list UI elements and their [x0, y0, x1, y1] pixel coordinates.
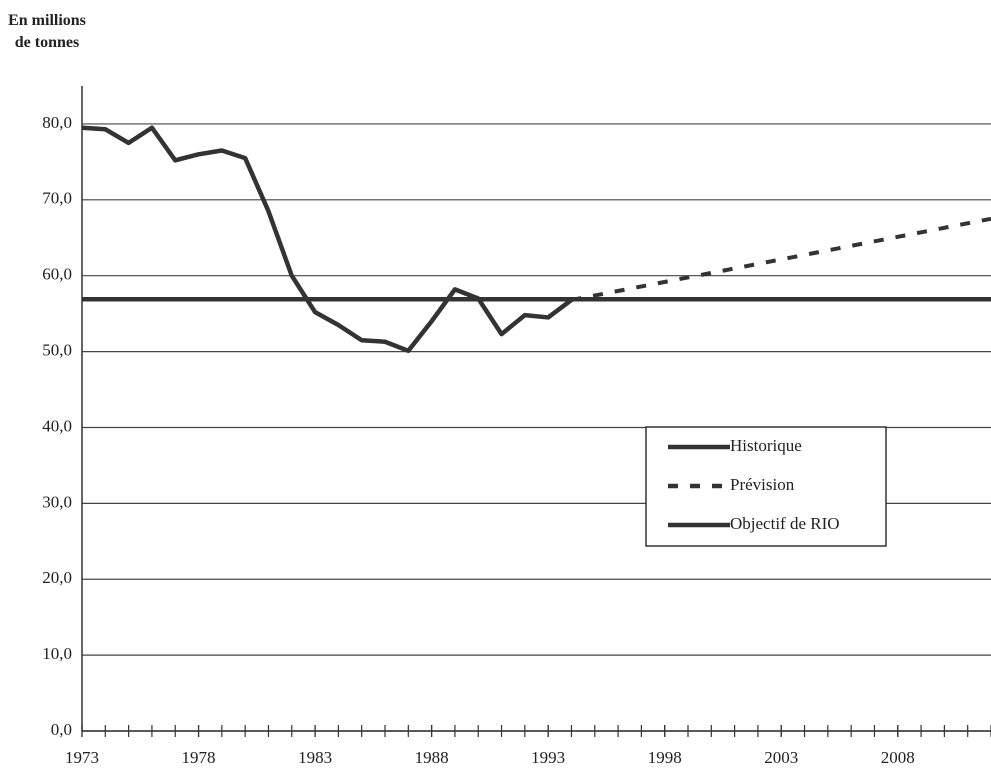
x-tick-label: 1998	[648, 748, 682, 767]
y-tick-label: 20,0	[42, 568, 72, 587]
y-tick-label: 30,0	[42, 492, 72, 511]
legend-label: Historique	[730, 436, 802, 455]
y-tick-label: 40,0	[42, 416, 72, 435]
y-tick-label: 10,0	[42, 644, 72, 663]
y-axis-label: En millions de tonnes	[8, 12, 86, 51]
y-tick-label: 60,0	[42, 265, 72, 284]
x-tick-label: 1983	[298, 748, 332, 767]
x-tick-label: 1978	[182, 748, 216, 767]
legend-label: Objectif de RIO	[730, 514, 840, 533]
x-tick-label: 1993	[531, 748, 565, 767]
x-tick-label: 2003	[764, 748, 798, 767]
series-line	[81, 125, 573, 354]
x-tick-label: 2008	[881, 748, 915, 767]
y-tick-label: 50,0	[42, 340, 72, 359]
y-tick-label: 70,0	[42, 189, 72, 208]
y-tick-label: 80,0	[42, 113, 72, 132]
series-line	[571, 216, 991, 302]
y-tick-label: 0,0	[51, 720, 72, 739]
x-tick-label: 1988	[415, 748, 449, 767]
x-tick-label: 1973	[65, 748, 99, 767]
legend-label: Prévision	[730, 475, 795, 494]
